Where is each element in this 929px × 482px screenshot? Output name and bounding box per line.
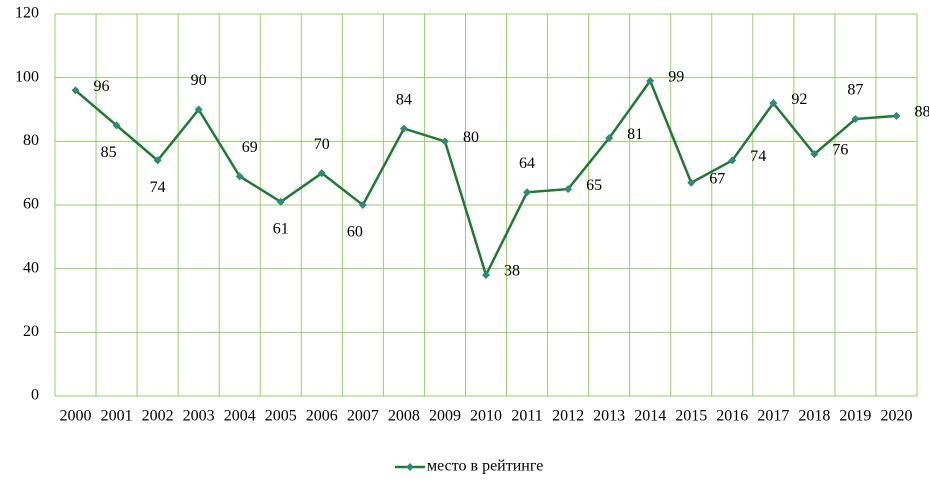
data-label: 76 <box>832 142 848 159</box>
data-label: 92 <box>791 91 807 108</box>
x-tick-label: 2002 <box>142 408 174 425</box>
y-tick-label: 120 <box>15 5 39 22</box>
x-tick-label: 2011 <box>511 408 542 425</box>
data-label: 60 <box>347 224 363 241</box>
x-tick-label: 2001 <box>101 408 133 425</box>
marker <box>687 178 696 187</box>
data-label: 65 <box>586 177 602 194</box>
x-tick-label: 2014 <box>634 408 666 425</box>
x-tick-label: 2010 <box>470 408 502 425</box>
x-tick-label: 2004 <box>224 408 256 425</box>
marker <box>440 137 449 146</box>
y-tick-label: 100 <box>15 68 39 85</box>
data-label: 99 <box>668 69 684 86</box>
marker <box>194 105 203 114</box>
data-label: 80 <box>463 129 479 146</box>
marker <box>892 111 901 120</box>
marker <box>605 134 614 143</box>
marker <box>646 76 655 85</box>
x-tick-label: 2007 <box>347 408 379 425</box>
marker <box>482 271 490 280</box>
x-tick-label: 2016 <box>716 408 748 425</box>
x-tick-label: 2006 <box>306 408 338 425</box>
marker <box>358 201 367 209</box>
x-tick-label: 2008 <box>388 408 420 425</box>
marker <box>112 121 121 130</box>
data-label: 74 <box>750 148 766 165</box>
x-tick-label: 2019 <box>839 408 871 425</box>
marker <box>235 172 244 181</box>
marker <box>851 115 860 124</box>
data-label: 74 <box>150 179 166 196</box>
x-tick-label: 2012 <box>552 408 584 425</box>
data-label: 85 <box>101 144 117 161</box>
x-tick-label: 2018 <box>798 408 830 425</box>
x-tick-label: 2005 <box>265 408 297 425</box>
data-label: 84 <box>396 91 412 108</box>
legend-label: место в рейтинге <box>427 458 543 475</box>
legend-marker <box>406 463 414 471</box>
x-tick-label: 2009 <box>429 408 461 425</box>
marker <box>71 86 80 95</box>
data-label: 70 <box>314 136 330 153</box>
marker <box>153 156 162 165</box>
x-tick-label: 2020 <box>880 408 912 425</box>
x-tick-label: 2003 <box>183 408 215 425</box>
data-label: 61 <box>273 220 289 237</box>
data-label: 67 <box>709 170 725 187</box>
marker <box>399 124 408 133</box>
marker <box>276 197 285 206</box>
y-tick-label: 20 <box>23 323 39 340</box>
x-tick-label: 2015 <box>675 408 707 425</box>
marker <box>564 185 573 194</box>
y-tick-label: 0 <box>31 387 39 404</box>
data-label: 69 <box>242 139 258 156</box>
marker <box>810 150 819 159</box>
marker <box>769 99 778 108</box>
data-label: 87 <box>847 82 863 99</box>
data-label: 38 <box>504 263 520 280</box>
marker <box>523 188 532 197</box>
marker <box>317 169 326 178</box>
data-label: 90 <box>191 72 207 89</box>
data-label: 96 <box>94 78 110 95</box>
data-label: 81 <box>627 126 643 143</box>
x-tick-label: 2000 <box>60 408 92 425</box>
data-label: 88 <box>914 104 929 121</box>
x-tick-label: 2013 <box>593 408 625 425</box>
data-label: 64 <box>519 155 535 172</box>
y-tick-label: 80 <box>23 132 39 149</box>
x-tick-label: 2017 <box>757 408 789 425</box>
marker <box>728 156 737 165</box>
y-tick-label: 60 <box>23 196 39 213</box>
y-tick-label: 40 <box>23 259 39 276</box>
